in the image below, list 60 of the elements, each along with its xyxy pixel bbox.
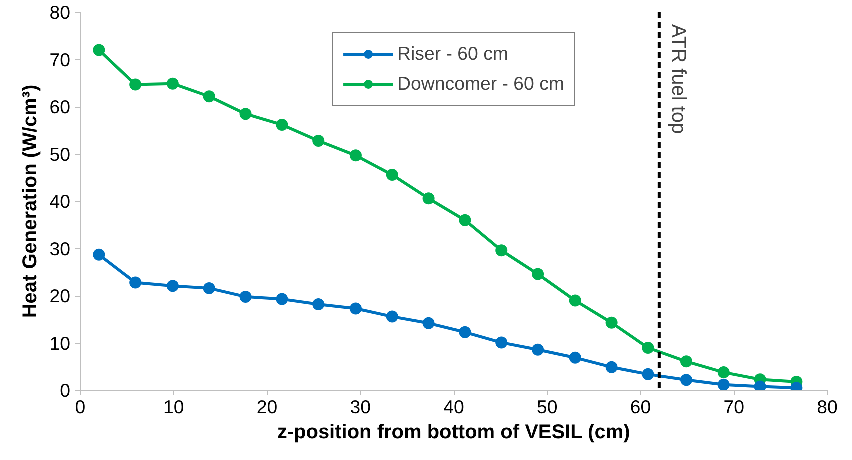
y-tick-label: 70 xyxy=(50,49,71,70)
point xyxy=(718,366,730,379)
point xyxy=(569,352,582,364)
point xyxy=(386,310,398,323)
point xyxy=(606,316,618,329)
x-tick-label: 10 xyxy=(164,396,184,418)
point xyxy=(240,108,252,120)
point xyxy=(532,268,544,280)
x-axis-title: z-position from bottom of VESIL (cm) xyxy=(277,422,630,444)
x-tick-label: 30 xyxy=(350,396,372,418)
y-tick-label: 50 xyxy=(50,144,71,165)
y-tick-label: 0 xyxy=(60,380,71,401)
point xyxy=(130,276,142,289)
point xyxy=(93,248,106,261)
point xyxy=(312,135,325,148)
point xyxy=(276,293,288,306)
x-tick-label: 40 xyxy=(444,396,464,418)
y-tick-label: 80 xyxy=(50,2,71,23)
y-tick-label: 30 xyxy=(50,238,71,260)
x-tick-label: 70 xyxy=(724,396,745,418)
point xyxy=(532,344,544,356)
x-tick-label: 20 xyxy=(256,396,278,418)
point xyxy=(312,298,325,310)
x-tick-label: 50 xyxy=(537,396,558,418)
y-tick-label: 60 xyxy=(50,96,71,118)
point xyxy=(166,280,179,292)
y-axis-title: Heat Generation (W/cm³) xyxy=(20,84,42,318)
legend-label: Downcomer - 60 cm xyxy=(398,73,564,95)
point xyxy=(422,317,435,330)
ref-line-label: ATR fuel top xyxy=(667,24,690,134)
point xyxy=(203,282,216,294)
y-tick-label: 10 xyxy=(50,332,71,354)
point xyxy=(606,361,618,374)
point xyxy=(166,78,179,90)
point xyxy=(459,326,472,338)
point xyxy=(496,244,508,257)
point xyxy=(569,294,582,307)
point xyxy=(130,78,142,91)
point xyxy=(276,118,288,131)
point xyxy=(203,90,216,103)
point xyxy=(93,44,106,56)
point xyxy=(642,368,654,380)
point xyxy=(718,378,730,390)
y-tick-label: 40 xyxy=(50,191,71,212)
point xyxy=(680,356,693,368)
point xyxy=(642,342,654,354)
point xyxy=(422,192,435,205)
point xyxy=(754,380,766,390)
point xyxy=(240,290,252,303)
point xyxy=(386,169,398,182)
point xyxy=(350,150,362,162)
point xyxy=(350,302,362,315)
x-tick-label: 80 xyxy=(817,396,838,418)
legend-label: Riser - 60 cm xyxy=(398,43,508,65)
point xyxy=(496,336,508,349)
point xyxy=(459,214,472,226)
y-tick-label: 20 xyxy=(50,286,71,306)
point xyxy=(680,374,693,386)
x-tick-label: 0 xyxy=(75,396,86,418)
x-tick-label: 60 xyxy=(630,396,652,418)
